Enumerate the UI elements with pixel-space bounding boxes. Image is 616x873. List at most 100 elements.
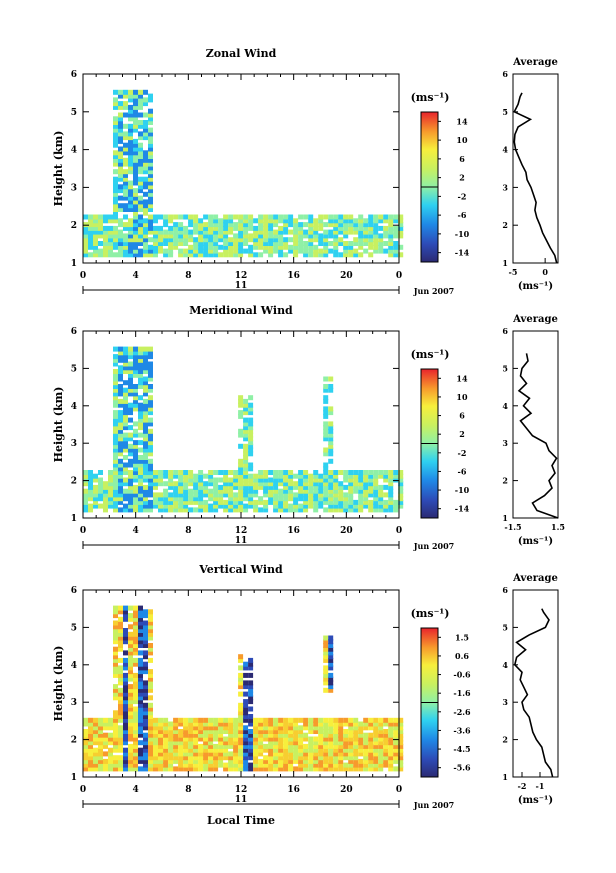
panel-title: Vertical Wind bbox=[198, 563, 283, 576]
average-x-tick-label: -1 bbox=[536, 781, 545, 791]
colorbar-tick-label: -14 bbox=[455, 248, 470, 258]
average-y-tick-label: 2 bbox=[502, 220, 508, 230]
x-axis-label: Local Time bbox=[207, 814, 275, 827]
colorbar-tick-label: -10 bbox=[455, 229, 470, 239]
y-tick-label: 4 bbox=[71, 402, 77, 412]
average-x-label: (ms⁻¹) bbox=[518, 536, 553, 547]
colorbar-tick-label: -3.6 bbox=[453, 725, 471, 735]
colorbar-tick-label: -14 bbox=[455, 504, 470, 514]
x-tick-label: 0 bbox=[80, 526, 86, 536]
average-y-tick-label: 4 bbox=[502, 145, 508, 155]
date-label: Jun 2007 bbox=[413, 541, 454, 551]
average-y-tick-label: 3 bbox=[502, 438, 508, 448]
colorbar-tick-label: 6 bbox=[459, 411, 465, 421]
average-y-tick-label: 3 bbox=[502, 697, 508, 707]
y-tick-label: 3 bbox=[71, 183, 77, 193]
colorbar-tick-label: 2 bbox=[459, 429, 465, 439]
average-title: Average bbox=[512, 314, 558, 325]
y-tick-label: 4 bbox=[71, 146, 77, 156]
x-tick-label: 4 bbox=[133, 785, 139, 795]
colorbar-tick-label: 1.5 bbox=[455, 632, 469, 642]
heatmap-cells bbox=[83, 346, 404, 513]
colorbar-tick-label: 10 bbox=[456, 135, 468, 145]
average-y-tick-label: 1 bbox=[502, 513, 508, 523]
x-tick-label: 16 bbox=[287, 271, 300, 281]
colorbar-tick-label: -4.5 bbox=[453, 744, 470, 754]
colorbar-tick-label: -5.6 bbox=[453, 763, 471, 773]
y-axis-label: Height (km) bbox=[52, 131, 65, 207]
average-y-tick-label: 6 bbox=[502, 585, 508, 595]
x-tick-label: 8 bbox=[185, 271, 191, 281]
average-y-tick-label: 1 bbox=[502, 772, 508, 782]
y-tick-label: 6 bbox=[71, 70, 77, 80]
colorbar-tick-label: -6 bbox=[458, 210, 467, 220]
x-tick-label: 0 bbox=[80, 271, 86, 281]
average-profile-line bbox=[513, 92, 558, 264]
date-label: Jun 2007 bbox=[413, 800, 454, 810]
panel-title: Zonal Wind bbox=[206, 47, 277, 60]
day-label: 11 bbox=[235, 795, 248, 805]
y-tick-label: 1 bbox=[71, 773, 77, 783]
average-profile-line bbox=[513, 608, 554, 778]
y-tick-label: 5 bbox=[71, 108, 77, 118]
average-y-tick-label: 1 bbox=[502, 258, 508, 268]
colorbar-tick-label: -10 bbox=[455, 485, 470, 495]
y-tick-label: 1 bbox=[71, 514, 77, 524]
y-tick-label: 5 bbox=[71, 364, 77, 374]
colorbar-unit: (ms⁻¹) bbox=[411, 607, 450, 620]
x-tick-label: 8 bbox=[185, 526, 191, 536]
average-y-tick-label: 5 bbox=[502, 622, 508, 632]
average-y-tick-label: 5 bbox=[502, 363, 508, 373]
panel-title: Meridional Wind bbox=[189, 304, 293, 317]
average-profile-line bbox=[517, 353, 559, 519]
average-profile: Average 1 2 3 4 5 6 -2 -1 (ms⁻¹) bbox=[502, 573, 559, 806]
heatmap-cells bbox=[83, 605, 404, 772]
x-tick-label: 12 bbox=[235, 271, 248, 281]
average-y-tick-label: 5 bbox=[502, 107, 508, 117]
day-label: 11 bbox=[235, 281, 248, 291]
average-y-tick-label: 4 bbox=[502, 660, 508, 670]
average-y-tick-label: 6 bbox=[502, 326, 508, 336]
average-x-tick-label: 1.5 bbox=[551, 522, 565, 532]
colorbar-unit: (ms⁻¹) bbox=[411, 91, 450, 104]
average-x-tick-label: -2 bbox=[518, 781, 527, 791]
colorbar-tick-label: -2 bbox=[458, 448, 467, 458]
colorbar-unit: (ms⁻¹) bbox=[411, 348, 450, 361]
y-tick-label: 4 bbox=[71, 661, 77, 671]
y-tick-label: 2 bbox=[71, 736, 77, 746]
colorbar-tick-label: -0.6 bbox=[453, 670, 471, 680]
average-title: Average bbox=[512, 57, 558, 68]
average-x-label: (ms⁻¹) bbox=[518, 281, 553, 292]
colorbar-tick-label: 14 bbox=[456, 373, 468, 383]
colorbar-tick-label: 2 bbox=[459, 173, 465, 183]
x-tick-label: 0 bbox=[396, 785, 402, 795]
x-tick-label: 12 bbox=[235, 526, 248, 536]
x-tick-label: 4 bbox=[133, 526, 139, 536]
x-tick-label: 4 bbox=[133, 271, 139, 281]
average-frame bbox=[512, 589, 559, 778]
average-frame bbox=[512, 73, 559, 264]
x-tick-label: 0 bbox=[396, 526, 402, 536]
average-y-tick-label: 2 bbox=[502, 735, 508, 745]
y-axis-label: Height (km) bbox=[52, 387, 65, 463]
average-y-tick-label: 4 bbox=[502, 401, 508, 411]
x-tick-label: 8 bbox=[185, 785, 191, 795]
date-label: Jun 2007 bbox=[413, 286, 454, 296]
y-tick-label: 6 bbox=[71, 586, 77, 596]
colorbar-tick-label: -1.6 bbox=[453, 688, 471, 698]
average-y-tick-label: 6 bbox=[502, 69, 508, 79]
y-axis-label: Height (km) bbox=[52, 646, 65, 722]
y-tick-label: 5 bbox=[71, 623, 77, 633]
heatmap-cells bbox=[83, 89, 404, 258]
y-tick-label: 2 bbox=[71, 221, 77, 231]
x-tick-label: 0 bbox=[80, 785, 86, 795]
colorbar-tick-label: -2.6 bbox=[453, 707, 471, 717]
average-frame bbox=[512, 330, 559, 519]
colorbar-tick-label: 14 bbox=[456, 116, 468, 126]
x-tick-label: 16 bbox=[287, 526, 300, 536]
average-x-label: (ms⁻¹) bbox=[518, 795, 553, 806]
x-tick-label: 20 bbox=[340, 526, 353, 536]
